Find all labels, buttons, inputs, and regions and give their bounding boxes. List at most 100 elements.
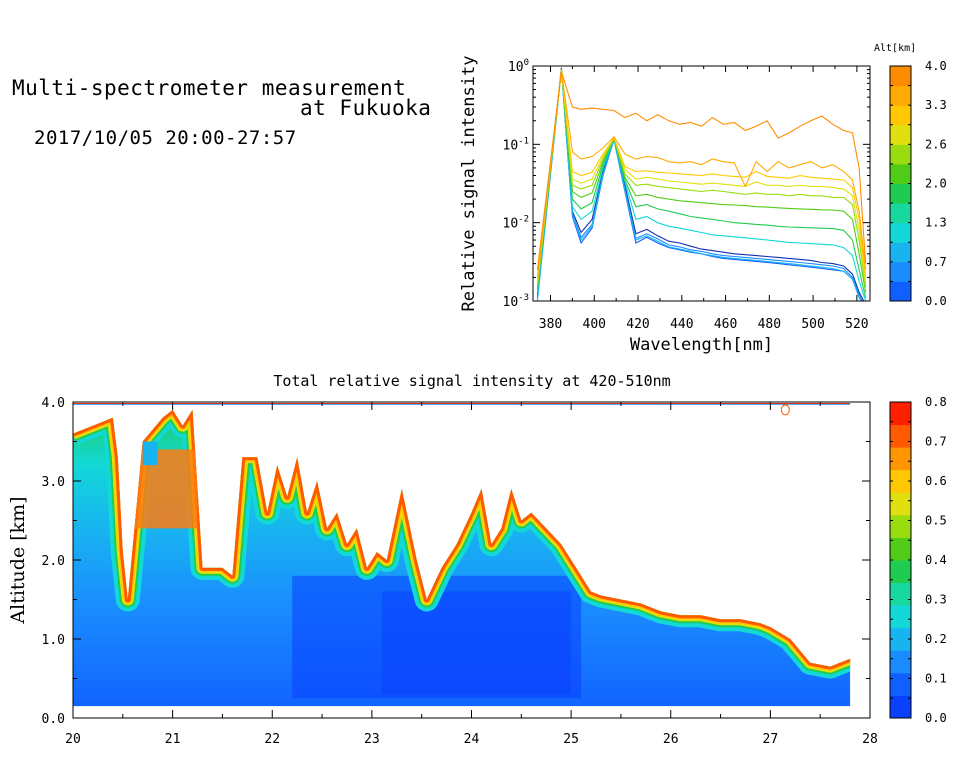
heatmap-colorbar-cell [890,695,911,719]
heatmap-xtick-label: 24 [464,732,480,747]
spectrum-xtick-label: 520 [845,317,868,332]
spectrum-series-6 [536,69,867,293]
heatmap-cold-spot [142,441,158,466]
heatmap-xtick-label: 20 [65,732,81,747]
heatmap-xtick-label: 25 [563,732,579,747]
spectrum-xtick-label: 440 [670,317,693,332]
heatmap-base [73,409,851,707]
spectrum-colorbar-cell [890,242,911,263]
spectrum-ytick-label: 10-1 [503,136,530,153]
heatmap-field [73,409,851,707]
spectrum-xlabel: Wavelength[nm] [630,335,773,355]
heatmap-colorbar-label: 0.0 [925,711,947,725]
figure-title-line1: Multi-spectrometer measurement [12,76,407,100]
heatmap-colorbar-cell [890,447,911,471]
spectrum-series-9 [536,69,867,282]
measurement-datetime: 2017/10/05 20:00-27:57 [34,127,297,149]
heatmap-low-core [292,575,582,699]
spectrum-series-5 [536,69,867,298]
spectrum-colorbar-label: 4.0 [925,59,947,73]
spectrum-colorbar-title: Alt[km] [874,43,916,54]
heatmap-colorbar-label: 0.4 [925,553,947,567]
spectrum-xtick-label: 380 [539,317,562,332]
heatmap-ytick-label: 2.0 [42,554,65,569]
spectrum-series-3 [536,69,862,301]
spectrum-colorbar-label: 2.0 [925,177,947,191]
heatmap-xtick-label: 21 [165,732,181,747]
heatmap-ytick-label: 4.0 [42,396,65,411]
heatmap-title: Total relative signal intensity at 420-5… [273,372,670,390]
heatmap-colorbar-cell [890,650,911,674]
heatmap-colorbar-label: 0.7 [925,435,947,449]
figure-title-line2: at Fukuoka [300,96,432,120]
heatmap-colorbar-label: 0.1 [925,672,947,686]
heatmap-colorbar-label: 0.6 [925,474,947,488]
heatmap-ytick-label: 3.0 [42,475,65,490]
spectrum-series-11 [536,71,867,270]
heatmap-low-core [381,591,572,695]
spectrum-series-10 [536,70,867,278]
heatmap-xtick-label: 27 [763,732,779,747]
heatmap-colorbar-cell [890,627,911,651]
spectrum-colorbar-cell [890,85,911,106]
heatmap-intensity-band [73,409,851,672]
heatmap-colorbar-cell [890,424,911,448]
heatmap-high-patch [132,449,198,529]
spectrum-ylabel: Relative signal intensity [459,56,479,312]
spectrum-series-8 [536,69,867,283]
spectrum-xtick-label: 400 [583,317,606,332]
heatmap-colorbar-cell [890,402,911,426]
spectrum-colorbar-cell [890,105,911,126]
heatmap-intensity-band [73,409,851,673]
heatmap-intensity-band [73,409,851,670]
heatmap-colorbar-cell [890,469,911,493]
spectrum-colorbar-cell [890,144,911,165]
heatmap-ylabel: Altitude [km] [7,496,29,624]
spectrum-series-7 [536,69,867,288]
heatmap-xtick-label: 23 [364,732,380,747]
spectrum-series-4 [536,69,867,301]
spectrum-lines [536,67,867,301]
heatmap-colorbar-label: 0.8 [925,395,947,409]
spectrum-xtick-label: 480 [758,317,781,332]
spectrum-colorbar-cell [890,183,911,204]
spectrum-colorbar-cell [890,222,911,243]
heatmap-colorbar-label: 0.2 [925,632,947,646]
spectrum-colorbar-cell [890,261,911,282]
heatmap-xtick-label: 26 [663,732,679,747]
spectrum-colorbar-cell [890,163,911,184]
heatmap-colorbar-label: 0.5 [925,514,947,528]
heatmap-colorbar-cell [890,537,911,561]
heatmap-xtick-label: 28 [862,732,878,747]
spectrum-colorbar-label: 0.7 [925,255,947,269]
heatmap-intensity-band [73,409,851,679]
spectrum-xtick-label: 500 [801,317,824,332]
heatmap-colorbar-cell [890,514,911,538]
heatmap-plot-frame [72,401,871,719]
heatmap-colorbar-cell [890,605,911,629]
spectrum-colorbar-label: 0.0 [925,294,947,308]
spectrum-colorbar-cell [890,203,911,224]
spectrum-plot-frame [532,65,871,302]
heatmap-colorbar-frame [889,401,912,719]
spectrum-colorbar-label: 2.6 [925,137,947,151]
heatmap-speckle [780,404,790,416]
spectrum-ytick-label: 10-3 [503,293,530,310]
spectrum-ytick-label: 100 [508,58,529,75]
spectrum-xtick-label: 420 [626,317,649,332]
spectrum-ytick-label: 10-2 [503,215,530,232]
heatmap-intensity-band [73,409,851,675]
heatmap-colorbar-cell [890,672,911,696]
spectrum-series-1 [536,68,863,301]
spectrum-series-0 [536,67,865,301]
heatmap-colorbar-label: 0.3 [925,593,947,607]
heatmap-xtick-label: 22 [264,732,280,747]
spectrum-colorbar-label: 3.3 [925,98,947,112]
spectrum-colorbar-cell [890,124,911,145]
heatmap-colorbar-cell [890,492,911,516]
spectrum-colorbar-label: 1.3 [925,216,947,230]
spectrum-xtick-label: 460 [714,317,737,332]
heatmap-colorbar-cell [890,560,911,584]
